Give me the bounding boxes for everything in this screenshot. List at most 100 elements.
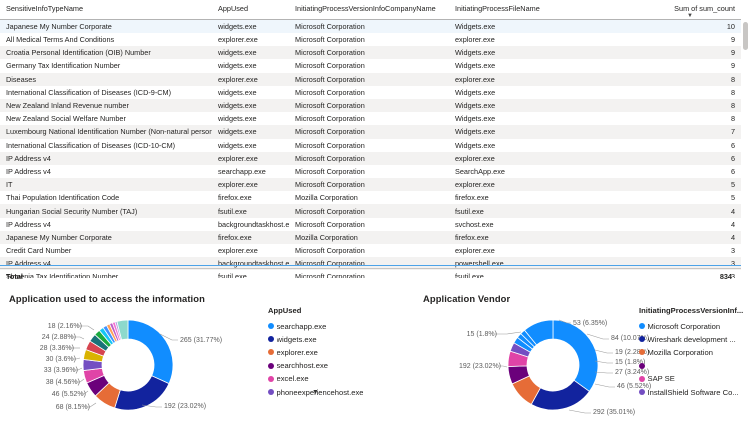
matrix-scroll-area[interactable]: SensitiveInfoTypeName AppUsed Initiating… [0,0,741,278]
legend-item-label: searchapp.exe [276,321,327,331]
column-header-processfilename[interactable]: InitiatingProcessFileName [449,0,587,20]
cell-sum-count: 8 [730,87,735,97]
cell-1: explorer.exe [218,153,258,163]
data-label-leader-line [558,319,571,324]
legend-swatch-icon [639,349,645,356]
application-vendor-donut-svg[interactable]: 292 (35.01%) 192 (23.02%) 84 (10.07%) 53 (6… [435,306,685,420]
donut-slice[interactable] [116,319,129,341]
application-vendor-chart-panel[interactable]: Application Vendor 292 (35.01%) 192 (23.0… [375,290,750,421]
legend-item[interactable]: InstallShield Software Co... [639,385,750,398]
legend-item[interactable]: Wireshark development ... [639,333,750,346]
cell-3: Widgets.exe [455,127,496,137]
table-row[interactable]: Slovenia Tax Identification Number fsutil… [0,270,741,278]
legend-swatch-icon [639,375,645,382]
app-used-donut-svg[interactable]: 265 (31.77%) 192 (23.02%) 68 (8.15%) 46 (5.… [0,306,250,420]
donut-data-label: 192 (23.02%) [164,403,206,410]
matrix-table[interactable]: SensitiveInfoTypeName AppUsed Initiating… [0,0,741,278]
data-label-leader-line [594,360,613,364]
table-row[interactable]: Luxembourg National Identification Numbe… [0,125,741,139]
table-row[interactable]: Hungarian Social Security Number (TAJ) fs… [0,204,741,218]
cell-0: International Classification of Diseases… [6,140,176,150]
app-used-donut-area[interactable]: 265 (31.77%) 192 (23.02%) 68 (8.15%) 46 (5.… [0,306,250,420]
cell-0: New Zealand Social Welfare Number [6,114,126,124]
column-header-companyname[interactable]: InitiatingProcessVersionInfoCompanyName [289,0,449,20]
table-row[interactable]: New Zealand Inland Revenue number widgets… [0,98,741,113]
donut-slice[interactable] [127,319,174,385]
cell-2: Microsoft Corporation [295,48,365,58]
cell-2: Microsoft Corporation [295,140,365,150]
data-label-leader-line [86,402,97,408]
cell-0: IP Address v4 [6,153,51,163]
legend-item[interactable]: Mozilla Corporation [639,346,750,359]
table-row[interactable]: All Medical Terms And Conditions explorer… [0,33,741,46]
legend-title-appused: AppUsed [268,306,302,315]
donut-data-label: 46 (5.52%) [617,383,651,390]
table-row[interactable]: IT explorer.exe Microsoft Corporation explo… [0,178,741,192]
legend-item[interactable]: SAP SE [639,372,750,385]
table-row[interactable]: New Zealand Social Welfare Number widgets… [0,112,741,125]
table-row[interactable]: IP Address v4 explorer.exe Microsoft Corpo… [0,151,741,165]
cell-sum-count: 6 [730,140,735,150]
cell-0: Hungarian Social Security Number (TAJ) [6,206,138,216]
table-row[interactable]: Thai Population Identification Code firef… [0,191,741,204]
matrix-visual[interactable]: SensitiveInfoTypeName AppUsed Initiating… [0,0,750,290]
legend-item[interactable]: excel.exe [268,372,386,385]
table-row[interactable]: Diseases explorer.exe Microsoft Corporatio… [0,72,741,86]
cell-sum-count: 9 [730,35,735,45]
cell-2: Mozilla Corporation [295,193,358,203]
column-header-sensitiveinfotypename[interactable]: SensitiveInfoTypeName [0,0,212,20]
app-used-legend[interactable]: AppUsed searchapp.exe widgets.exe explorer… [268,306,386,399]
donut-slice[interactable] [523,319,554,346]
cell-0: Thai Population Identification Code [6,193,120,203]
table-row[interactable]: IP Address v4 backgroundtaskhost.exe Micro… [0,218,741,231]
column-header-appused[interactable]: AppUsed [212,0,289,20]
application-vendor-legend[interactable]: InitiatingProcessVersionInf... Microsoft… [639,306,750,399]
cell-2: Microsoft Corporation [295,153,365,163]
donut-slice[interactable] [530,379,590,411]
legend-item[interactable]: searchhost.exe [268,359,386,372]
app-used-chart-panel[interactable]: Application used to access the informati… [0,290,375,421]
donut-data-label: 68 (8.15%) [56,404,90,411]
cell-0: Japanese My Number Corporate [0,19,212,33]
table-row[interactable]: IP Address v4 searchapp.exe Microsoft Corp… [0,165,741,178]
legend-item[interactable]: phoneexperiencehost.exe [268,385,386,398]
cell-sum-count: 8 [730,74,735,84]
legend-item[interactable]: explorer.exe [268,346,386,359]
matrix-vertical-scrollbar[interactable] [742,14,749,276]
scrollbar-thumb[interactable] [743,22,748,50]
data-label-leader-line [495,331,522,335]
donut-data-label: 84 (10.07%) [611,335,649,342]
cell-sum-count: 6 [730,153,735,163]
legend-item[interactable] [639,359,750,372]
table-row[interactable]: Japanese My Number Corporate firefox.exe M… [0,230,741,244]
donut-data-label: 46 (5.52%) [52,391,86,398]
donut-slice[interactable] [114,375,170,411]
cell-3: Widgets.exe [455,140,496,150]
table-row[interactable]: IP Address v4 backgroundtaskhost.exe Micro… [0,257,741,271]
cell-0: IT [6,180,13,190]
legend-scroll-down-icon[interactable]: ▼ [312,388,319,396]
table-row[interactable]: Japanese My Number Corporate widgets.exe M… [0,19,741,33]
cell-3: Widgets.exe [455,87,496,97]
data-label-leader-line [74,367,83,371]
table-row[interactable]: Credit Card Number explorer.exe Microsoft … [0,244,741,257]
donut-data-label: 33 (3.96%) [44,367,78,374]
cell-3: explorer.exe [455,246,495,256]
legend-item[interactable]: Microsoft Corporation [639,320,750,333]
matrix-body[interactable]: Japanese My Number Corporate widgets.exe M… [0,19,741,278]
table-row[interactable]: Croatia Personal Identification (OIB) Nu… [0,46,741,60]
legend-item-label: excel.exe [276,374,309,384]
column-header-sum-of-sum-count[interactable]: Sum of sum_count ▼ [587,0,741,20]
application-vendor-donut-area[interactable]: 292 (35.01%) 192 (23.02%) 84 (10.07%) 53 (6… [435,306,685,420]
cell-0: International Classification of Diseases… [6,87,172,97]
legend-item[interactable]: searchapp.exe [268,320,386,333]
cell-2: Mozilla Corporation [295,232,358,242]
legend-swatch-icon [639,362,645,369]
table-row[interactable]: International Classification of Diseases… [0,139,741,152]
table-row[interactable]: Germany Tax Identification Number widgets… [0,59,741,72]
table-row[interactable]: International Classification of Diseases… [0,86,741,99]
matrix-total-row: Total 834 [0,268,741,282]
legend-item[interactable]: widgets.exe [268,333,386,346]
donut-slice[interactable] [552,319,599,393]
legend-item-label: Wireshark development ... [647,334,736,344]
